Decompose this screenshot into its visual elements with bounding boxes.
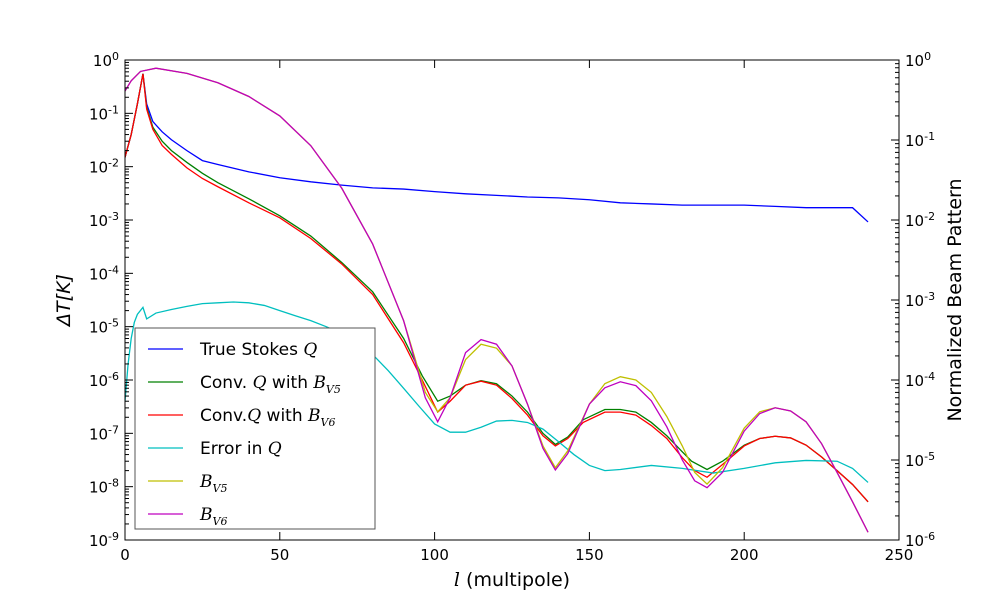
- y-tick-label: 10-9: [89, 530, 119, 550]
- y-tick-label: 10-6: [905, 530, 935, 550]
- x-tick-label: 250: [885, 546, 914, 564]
- series-layer: [125, 67, 869, 533]
- legend-entry: BV6: [148, 505, 227, 528]
- x-tick-label: 200: [730, 546, 759, 564]
- series-line-5: [125, 67, 869, 533]
- legend-label: BV5: [199, 472, 227, 495]
- y-tick-label: 10-1: [89, 103, 119, 123]
- legend-label: Conv.Q with BV6: [200, 406, 335, 429]
- plot-area: [124, 59, 900, 541]
- series-line-0: [125, 73, 869, 223]
- x-axis-label-variable: l: [454, 569, 460, 591]
- series-line-3: [125, 301, 869, 483]
- y-tick-label: 10-2: [89, 157, 119, 177]
- right-y-axis-ticks: 100 10-1 10-2 10-3 10-4 10-5 10-6: [891, 50, 935, 550]
- legend-entry: True Stokes Q: [148, 340, 317, 360]
- y-tick-label: 10-3: [905, 290, 935, 310]
- legend-entry: Error in Q: [148, 439, 282, 459]
- x-axis-ticks: 0 50 100 150 200 250: [120, 60, 913, 564]
- series-line-2: [125, 73, 869, 503]
- legend-label: True Stokes Q: [199, 340, 317, 360]
- y-tick-label: 10-5: [89, 317, 119, 337]
- legend: True Stokes Q Conv. Q with BV5 Conv.Q with…: [134, 327, 376, 530]
- left-y-axis-label: ΔT[K]: [53, 274, 75, 328]
- x-axis-label-text: (multipole): [460, 569, 570, 591]
- y-tick-label: 10-1: [905, 130, 935, 150]
- x-tick-label: 100: [420, 546, 449, 564]
- y-tick-label: 100: [905, 50, 931, 70]
- legend-label: Error in Q: [200, 439, 282, 459]
- legend-entry: Conv.Q with BV6: [148, 406, 335, 429]
- y-tick-label: 10-2: [905, 210, 935, 230]
- right-y-axis-label: Normalized Beam Pattern: [944, 178, 966, 421]
- legend-box: [134, 327, 376, 530]
- y-tick-label: 10-3: [89, 210, 119, 230]
- legend-label: BV6: [199, 505, 227, 528]
- x-tick-label: 0: [120, 546, 130, 564]
- x-tick-label: 150: [575, 546, 604, 564]
- left-y-axis-ticks: 100 10-1 10-2 10-3 10-4 10-5 10-6 10-7 10-8 10-9: [89, 50, 133, 550]
- x-axis-label: l (multipole): [454, 569, 570, 591]
- legend-entry: Conv. Q with BV5: [148, 373, 341, 396]
- y-tick-label: 10-4: [89, 263, 119, 283]
- y-tick-label: 10-8: [89, 477, 119, 497]
- x-tick-label: 50: [270, 546, 289, 564]
- y-tick-label: 10-5: [905, 450, 935, 470]
- y-tick-label: 10-6: [89, 370, 119, 390]
- y-tick-label: 100: [93, 50, 119, 70]
- y-tick-label: 10-7: [89, 423, 119, 443]
- legend-entry: BV5: [148, 472, 227, 495]
- legend-label: Conv. Q with BV5: [200, 373, 341, 396]
- y-tick-label: 10-4: [905, 370, 935, 390]
